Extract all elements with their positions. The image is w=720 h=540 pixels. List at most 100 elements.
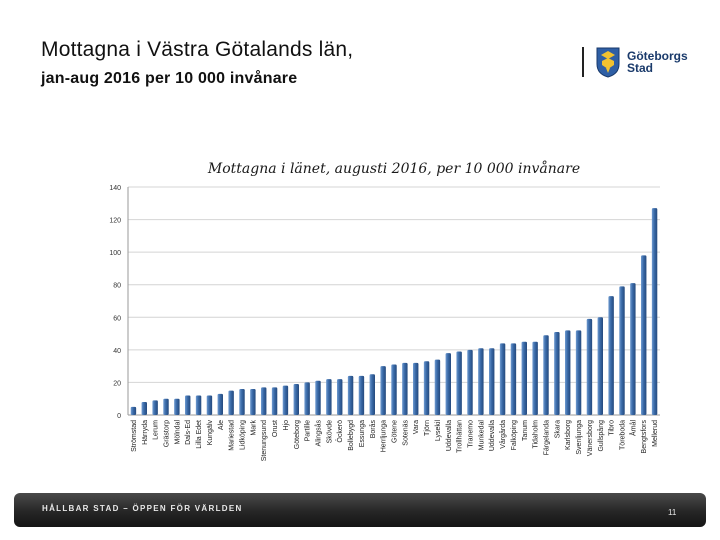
x-tick-label: Tranemo [468,420,475,448]
bar-48 [641,255,647,415]
bar-43 [586,318,593,415]
x-tick-label: Karlsborg [565,420,572,450]
x-tick-label: Stenungsund [261,420,268,461]
bar-9 [217,393,223,415]
bar-47 [630,283,636,415]
bar-10 [228,390,234,415]
bar-7 [195,395,202,415]
y-tick-label: 120 [109,218,121,225]
x-tick-label: Alingsås [315,420,323,447]
bar-15 [282,385,289,415]
x-tick-label: Hjo [283,420,290,431]
logo-line-2: Stad [627,61,654,75]
x-tick-label: Sotenäs [402,420,409,446]
x-tick-label: Tanum [522,420,529,441]
bar-21 [347,375,354,415]
footer-text: HÅLLBAR STAD – ÖPPEN FÖR VÄRLDEN [42,504,243,513]
x-tick-label: Svenljunga [576,420,583,455]
bar-18 [315,380,321,415]
bar-36 [510,343,517,415]
bar-26 [402,362,408,415]
bar-30 [445,353,451,415]
x-tick-label: Mariestad [229,420,236,451]
x-tick-label: Vårgårda [499,420,507,449]
bar-6 [185,395,191,415]
logo-line-1: Göteborgs [627,49,688,63]
x-tick-label: Skövde [326,420,333,443]
logo-divider [582,47,584,77]
logo-text: Göteborgs Stad [627,50,688,74]
bar-39 [543,335,549,415]
x-tick-label: Lerum [153,420,160,440]
bar-37 [521,341,527,415]
y-tick-label: 0 [117,413,121,420]
bar-8 [206,395,213,415]
x-tick-label: Uddevalla [489,420,496,451]
y-tick-label: 60 [113,315,121,322]
bar-40 [554,331,560,415]
bar-32 [467,349,473,415]
chart-container: Mottagna i länet, augusti 2016, per 10 0… [90,150,670,470]
bar-44 [597,317,603,415]
bar-27 [413,362,419,415]
bar-5 [174,398,180,415]
bar-13 [261,387,267,415]
bar-14 [271,387,278,415]
x-tick-label: Bollebygd [348,420,355,451]
bar-35 [499,343,506,415]
bar-29 [434,359,441,415]
y-tick-label: 80 [113,283,121,290]
x-tick-label: Uddevalla [446,420,453,451]
y-tick-label: 140 [109,185,121,192]
bar-1 [130,406,137,415]
bar-41 [565,330,571,415]
x-tick-label: Lidköping [240,420,247,450]
slide-subtitle: jan-aug 2016 per 10 000 invånare [41,70,298,87]
x-tick-label: Bengtsfors [641,420,648,454]
x-tick-label: Dals-Ed [185,420,192,445]
x-tick-label: Tibro [609,420,616,436]
bar-22 [358,375,365,415]
footer-bar: HÅLLBAR STAD – ÖPPEN FÖR VÄRLDEN [14,493,706,527]
x-tick-label: Orust [272,420,279,437]
bar-34 [489,348,495,415]
y-tick-label: 100 [109,250,121,257]
x-tick-label: Vänersborg [587,420,594,456]
bar-33 [478,348,484,415]
chart-title: Mottagna i länet, augusti 2016, per 10 0… [207,160,580,177]
x-tick-label: Kungälv [207,420,214,446]
x-tick-label: Ale [218,420,225,430]
x-tick-label: Grästorp [164,420,171,447]
x-tick-label: Töreboda [620,420,627,450]
x-tick-label: Partille [305,420,312,442]
x-tick-label: Åmål [628,420,637,436]
bar-17 [304,382,310,415]
bar-42 [575,330,582,415]
bar-45 [608,296,614,415]
bar-12 [250,388,256,415]
y-tick-label: 20 [113,380,121,387]
x-tick-label: Strömstad [131,420,138,452]
slide-title: Mottagna i Västra Götalands län, [41,38,354,61]
bar-20 [337,379,343,415]
x-tick-label: Trollhättan [457,420,464,453]
x-tick-label: Borås [369,420,377,439]
bar-3 [152,400,158,415]
bar-31 [456,351,462,415]
goteborg-crest-icon [596,47,620,78]
page-number: 11 [668,508,677,517]
x-tick-label: Essunga [359,420,366,447]
y-tick-label: 40 [113,348,121,355]
x-tick-label: Lilla Edet [196,420,203,449]
x-tick-label: Färgelanda [544,420,551,456]
x-tick-label: Mölndal [174,420,181,445]
x-tick-label: Mark [250,420,257,436]
bar-46 [619,286,625,415]
bar-23 [369,374,375,415]
x-tick-label: Tidaholm [533,420,540,449]
bar-38 [532,341,538,415]
bar-chart: Mottagna i länet, augusti 2016, per 10 0… [109,160,660,461]
x-tick-label: Öckerö [336,420,344,443]
x-tick-label: Göteborg [294,420,301,449]
x-tick-label: Skara [554,420,561,438]
